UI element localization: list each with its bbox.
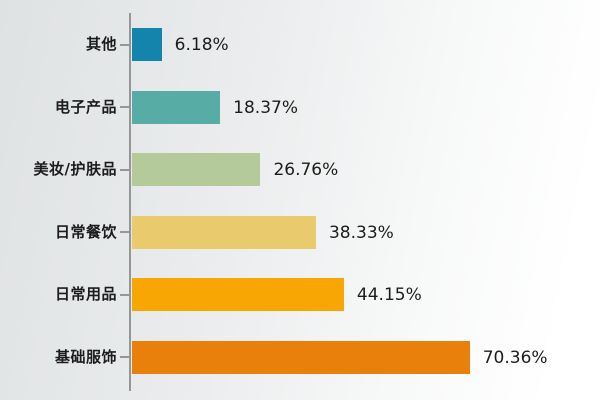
category-label: 电子产品 — [54, 97, 117, 116]
category-label: 日常用品 — [54, 285, 117, 303]
bar-row: 美妆/护肤品 26.76% — [0, 153, 600, 186]
value-label: 44.15% — [356, 285, 422, 305]
bar-row: 基础服饰 70.36% — [0, 340, 600, 374]
bar — [132, 340, 470, 374]
axis-tick — [120, 356, 129, 358]
bar-row: 其他 6.18% — [0, 28, 600, 61]
category-label: 美妆/护肤品 — [33, 160, 117, 178]
bar — [132, 90, 221, 124]
value-label: 18.37% — [233, 97, 298, 118]
bar — [132, 28, 162, 61]
value-label: 6.18% — [174, 35, 229, 55]
value-label: 26.76% — [273, 160, 339, 180]
category-label: 基础服饰 — [54, 347, 117, 366]
value-label: 70.36% — [482, 347, 548, 368]
axis-tick — [120, 43, 129, 46]
bar — [132, 278, 344, 311]
bar-row: 日常餐饮 38.33% — [0, 215, 600, 249]
axis-tick — [120, 106, 129, 108]
category-label: 其他 — [85, 35, 117, 53]
y-axis-line — [129, 13, 131, 391]
axis-tick — [120, 231, 129, 233]
value-label: 38.33% — [328, 222, 394, 243]
bar — [132, 215, 316, 249]
category-label: 日常餐饮 — [54, 222, 117, 241]
bar-row: 日常用品 44.15% — [0, 278, 600, 311]
axis-tick — [120, 168, 129, 171]
axis-tick — [120, 293, 129, 296]
bar-row: 电子产品 18.37% — [0, 90, 600, 124]
bar — [132, 153, 261, 186]
